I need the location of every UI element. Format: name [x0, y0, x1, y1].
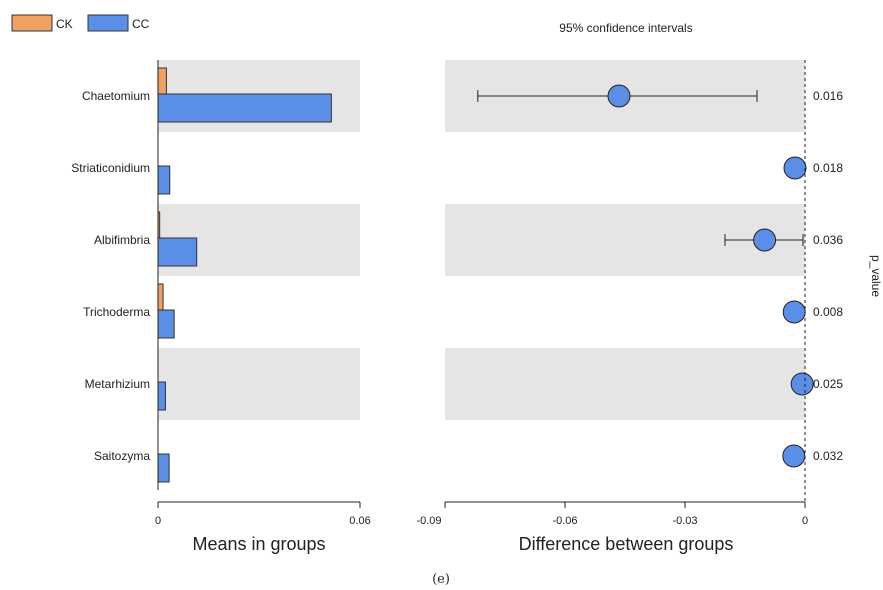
difference-point	[782, 300, 806, 324]
bar-cc	[157, 237, 198, 267]
legend-swatch-ck	[11, 14, 53, 32]
means-panel-background	[158, 60, 360, 420]
category-label: Albifimbria	[94, 233, 150, 247]
category-label: Saitozyma	[94, 449, 150, 463]
bar-cc	[157, 93, 332, 123]
bar-cc	[157, 381, 166, 411]
difference-point	[753, 228, 777, 252]
p-value-axis-label: p_value	[869, 255, 883, 297]
difference-panel-background	[445, 60, 805, 420]
difference-x-axis: -0.09 -0.06 -0.03 0	[416, 501, 808, 527]
difference-tick-label: -0.03	[672, 515, 697, 527]
difference-point	[783, 156, 807, 180]
difference-tick-label: -0.06	[552, 515, 577, 527]
p-value: 0.025	[813, 377, 843, 391]
p-value-labels: 0.016 0.018 0.036 0.008 0.025 0.032	[813, 89, 843, 463]
row-shade-right	[445, 348, 805, 420]
difference-point	[607, 84, 631, 108]
category-label: Trichoderma	[83, 305, 150, 319]
bar-ck	[157, 283, 164, 311]
p-value: 0.036	[813, 233, 843, 247]
row-shade-left	[158, 348, 360, 420]
means-tick-label: 0.06	[349, 515, 370, 527]
bar-cc	[157, 453, 170, 483]
category-labels: Chaetomium Striaticonidium Albifimbria Tric…	[71, 89, 150, 463]
legend-label-cc: CC	[132, 17, 150, 31]
difference-tick-label: -0.09	[416, 515, 441, 527]
legend-swatch-cc	[87, 14, 129, 32]
difference-xlabel: Difference between groups	[519, 534, 734, 554]
category-label: Striaticonidium	[71, 161, 150, 175]
bar-ck	[157, 67, 167, 95]
means-xlabel: Means in groups	[192, 534, 325, 554]
legend: CK CC	[11, 14, 150, 32]
category-label: Metarhizium	[85, 377, 150, 391]
means-tick-label: 0	[155, 515, 161, 527]
p-value: 0.008	[813, 305, 843, 319]
bar-cc	[157, 309, 175, 339]
figure-caption: (e)	[432, 572, 450, 587]
category-label: Chaetomium	[82, 89, 150, 103]
legend-label-ck: CK	[56, 17, 73, 31]
ci-title: 95% confidence intervals	[559, 21, 692, 35]
p-value: 0.032	[813, 449, 843, 463]
difference-tick-label: 0	[802, 515, 808, 527]
p-value: 0.016	[813, 89, 843, 103]
bar-cc	[157, 165, 171, 195]
means-x-axis: 0 0.06	[155, 501, 371, 527]
confidence-intervals	[477, 84, 814, 468]
difference-point	[790, 372, 814, 396]
p-value: 0.018	[813, 161, 843, 175]
difference-point	[782, 444, 806, 468]
